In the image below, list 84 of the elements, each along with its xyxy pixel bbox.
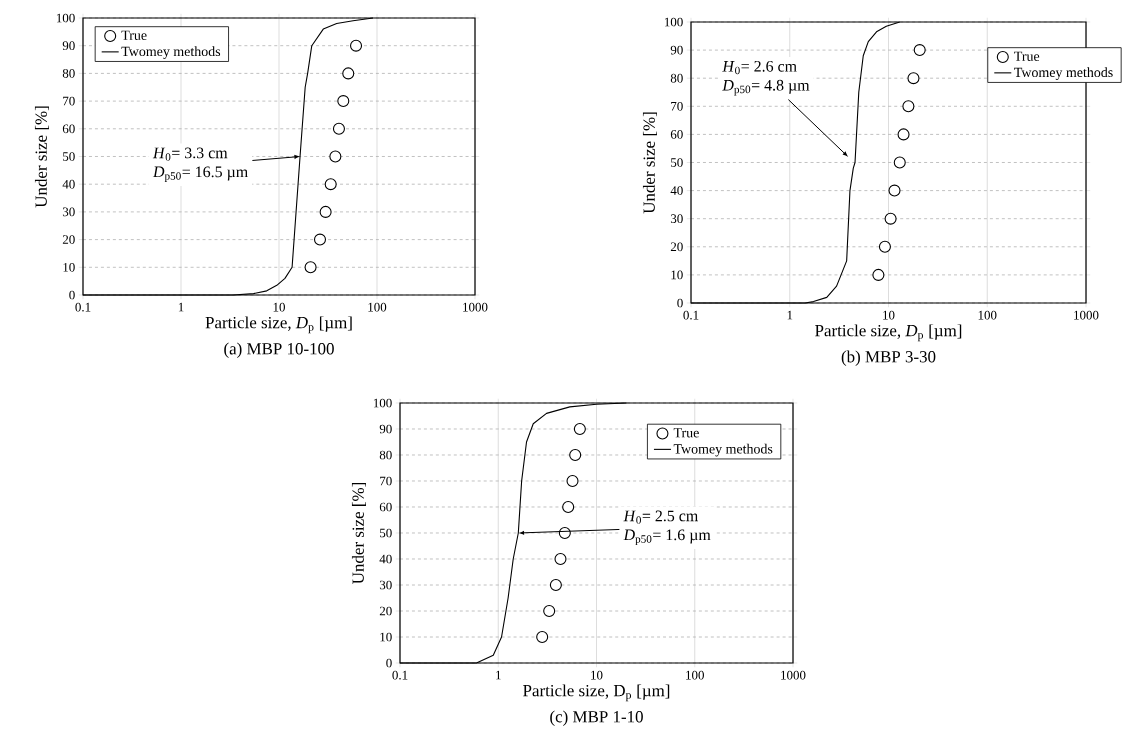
x-tick-label: 1000 bbox=[463, 302, 488, 312]
y-tick-label: 20 bbox=[670, 242, 683, 252]
y-tick-label: 80 bbox=[670, 73, 683, 83]
y-tick-label: 80 bbox=[379, 450, 392, 460]
text: (a) MBP 10-100 bbox=[224, 342, 334, 358]
annotation: D$_{p50}$= 4.8 µm bbox=[722, 79, 810, 96]
y-tick-label: 90 bbox=[670, 45, 683, 55]
point bbox=[543, 604, 556, 618]
annotation: H$_{0}$= 3.3 cm bbox=[152, 147, 228, 161]
y-tick-label: 100 bbox=[373, 398, 392, 408]
point bbox=[897, 128, 910, 141]
y-tick-label: 30 bbox=[379, 580, 392, 590]
y-tick-label: 70 bbox=[380, 476, 392, 486]
annotation: H$_{0}$= 2.6 cm bbox=[722, 60, 797, 75]
legend-label: True bbox=[121, 30, 147, 40]
point bbox=[893, 156, 906, 169]
y-axis-title: Under size [%] bbox=[642, 112, 657, 214]
x-axis-title: Particle size, D$_{p}$ [µm] bbox=[815, 324, 962, 342]
y-tick-label: 50 bbox=[63, 152, 75, 161]
y-tick-label: 50 bbox=[671, 158, 683, 167]
text: (c) MBP 1-10 bbox=[550, 710, 643, 726]
point bbox=[907, 72, 920, 85]
y-tick-label: 40 bbox=[670, 186, 683, 195]
legend-label: True bbox=[1014, 51, 1040, 61]
x-tick-label: 1000 bbox=[1074, 310, 1099, 320]
x-tick-label: 10 bbox=[591, 670, 603, 680]
annotation: D$_{p50}$= 16.5 µm bbox=[152, 166, 248, 183]
point bbox=[913, 44, 926, 57]
point bbox=[902, 100, 915, 113]
y-tick-label: 0 bbox=[386, 658, 392, 668]
y-tick-label: 100 bbox=[664, 17, 683, 27]
x-axis-title: Particle size, D$_{p}$ [µm] bbox=[205, 316, 352, 334]
y-tick-label: 0 bbox=[69, 290, 75, 300]
y-tick-label: 90 bbox=[62, 41, 75, 51]
point bbox=[888, 184, 901, 197]
x-tick-label: 1 bbox=[496, 670, 501, 680]
y-tick-label: 50 bbox=[380, 528, 392, 538]
y-axis-title: Under size [%] bbox=[34, 106, 49, 208]
x-axis-title: Particle size, D$_{p}$ [µm] bbox=[523, 684, 670, 702]
x-tick-label: 10 bbox=[273, 302, 285, 312]
x-tick-label: 0.1 bbox=[683, 310, 699, 320]
x-tick-label: 1000 bbox=[781, 670, 806, 680]
y-tick-label: 40 bbox=[379, 554, 392, 564]
x-tick-label: 0.1 bbox=[392, 670, 408, 680]
y-tick-label: 60 bbox=[670, 130, 683, 139]
y-tick-label: 70 bbox=[63, 96, 75, 106]
y-tick-label: 100 bbox=[56, 13, 75, 23]
point bbox=[872, 268, 885, 281]
y-tick-label: 30 bbox=[62, 207, 75, 217]
annotation: H$_{0}$= 2.5 cm bbox=[623, 510, 698, 524]
y-axis-title: Under size [%] bbox=[351, 482, 366, 584]
legend-label: Twomey methods bbox=[1014, 67, 1113, 80]
x-tick-label: 100 bbox=[686, 670, 704, 680]
y-tick-label: 10 bbox=[63, 262, 75, 272]
x-tick-label: 1 bbox=[787, 310, 793, 320]
annotation: D$_{p50}$= 1.6 µm bbox=[623, 529, 711, 546]
y-tick-label: 60 bbox=[379, 502, 392, 512]
legend-label: True bbox=[673, 428, 699, 438]
y-tick-label: 10 bbox=[380, 632, 392, 642]
legend-label: Twomey methods bbox=[121, 46, 221, 59]
point bbox=[884, 212, 897, 225]
point bbox=[554, 552, 567, 566]
x-tick-label: 10 bbox=[883, 310, 895, 320]
point bbox=[562, 500, 575, 514]
y-tick-label: 70 bbox=[671, 101, 683, 111]
x-tick-label: 1 bbox=[178, 302, 184, 312]
point bbox=[573, 422, 586, 436]
point bbox=[878, 240, 891, 253]
point bbox=[566, 474, 579, 488]
y-tick-label: 80 bbox=[62, 69, 75, 78]
y-tick-label: 0 bbox=[677, 298, 683, 308]
point bbox=[549, 578, 562, 592]
y-tick-label: 30 bbox=[670, 214, 683, 224]
y-tick-label: 10 bbox=[671, 270, 683, 280]
y-tick-label: 20 bbox=[379, 606, 392, 616]
y-tick-label: 40 bbox=[62, 179, 75, 189]
y-tick-label: 20 bbox=[62, 235, 75, 244]
y-tick-label: 60 bbox=[62, 124, 75, 134]
point bbox=[569, 448, 582, 462]
y-tick-label: 90 bbox=[379, 424, 392, 434]
text: (b) MBP 3-30 bbox=[841, 350, 936, 366]
x-tick-label: 0.1 bbox=[75, 302, 91, 312]
x-tick-label: 100 bbox=[978, 310, 997, 320]
legend-label: Twomey methods bbox=[673, 443, 773, 457]
